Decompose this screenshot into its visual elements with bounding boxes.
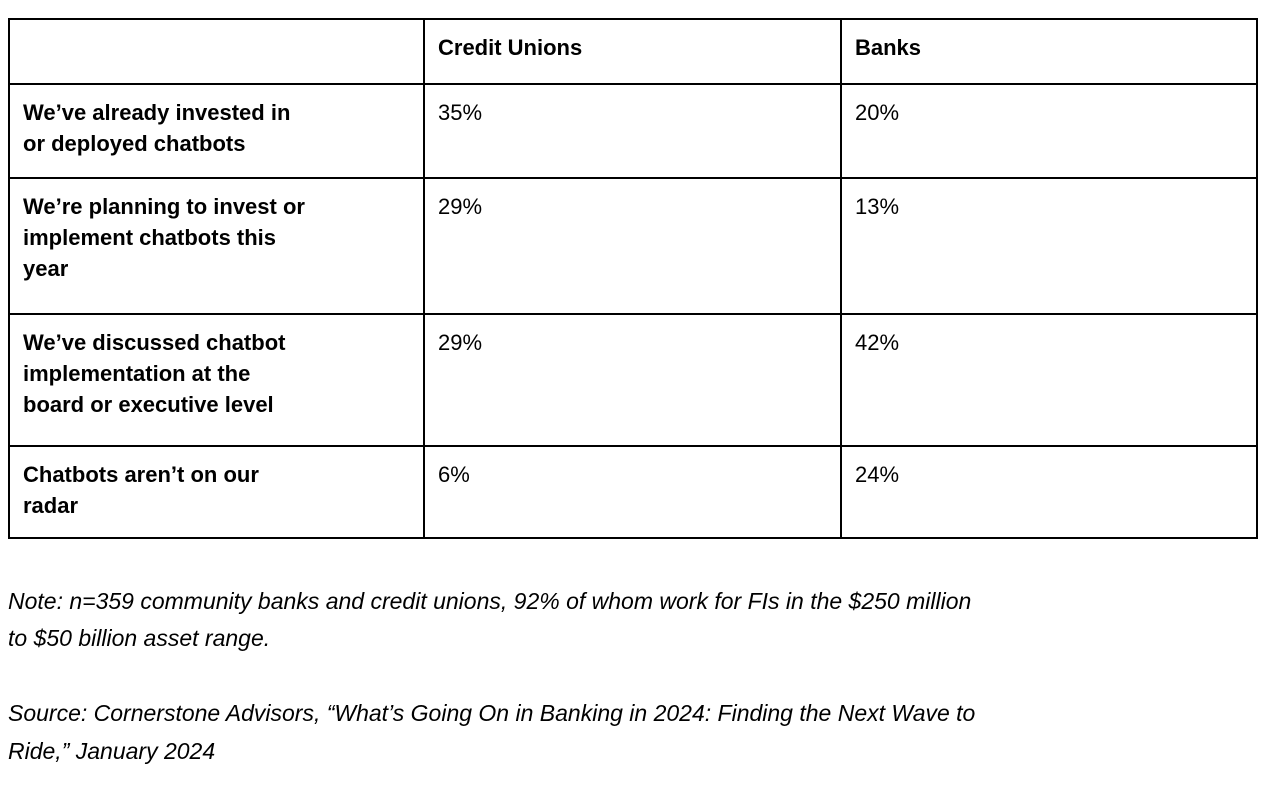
value-credit-unions: 29% xyxy=(423,313,842,447)
row-label: Chatbots aren’t on our radar xyxy=(8,445,425,539)
note-text: Note: n=359 community banks and credit u… xyxy=(8,587,972,652)
table-row-invested: We’ve already invested in or deployed ch… xyxy=(8,83,1258,179)
source-text: Source: Cornerstone Advisors, “What’s Go… xyxy=(8,700,976,764)
corner-cell xyxy=(8,18,425,85)
row-label: We’ve discussed chatbot implementation a… xyxy=(8,313,425,447)
column-header-credit-unions: Credit Unions xyxy=(423,18,842,85)
chatbot-adoption-table: Credit Unions Banks We’ve already invest… xyxy=(8,18,1258,539)
table-row-not-on-radar: Chatbots aren’t on our radar 6% 24% xyxy=(8,445,1258,539)
value-banks: 42% xyxy=(840,313,1258,447)
row-label: We’ve already invested in or deployed ch… xyxy=(8,83,425,179)
value-banks: 13% xyxy=(840,177,1258,315)
value-banks: 20% xyxy=(840,83,1258,179)
footnotes: Note: n=359 community banks and credit u… xyxy=(8,545,1266,808)
value-credit-unions: 35% xyxy=(423,83,842,179)
value-credit-unions: 6% xyxy=(423,445,842,539)
value-banks: 24% xyxy=(840,445,1258,539)
table-row-planning: We’re planning to invest or implement ch… xyxy=(8,177,1258,315)
value-credit-unions: 29% xyxy=(423,177,842,315)
table-row-discussed: We’ve discussed chatbot implementation a… xyxy=(8,313,1258,447)
table-header-row: Credit Unions Banks xyxy=(8,18,1258,85)
row-label: We’re planning to invest or implement ch… xyxy=(8,177,425,315)
column-header-banks: Banks xyxy=(840,18,1258,85)
